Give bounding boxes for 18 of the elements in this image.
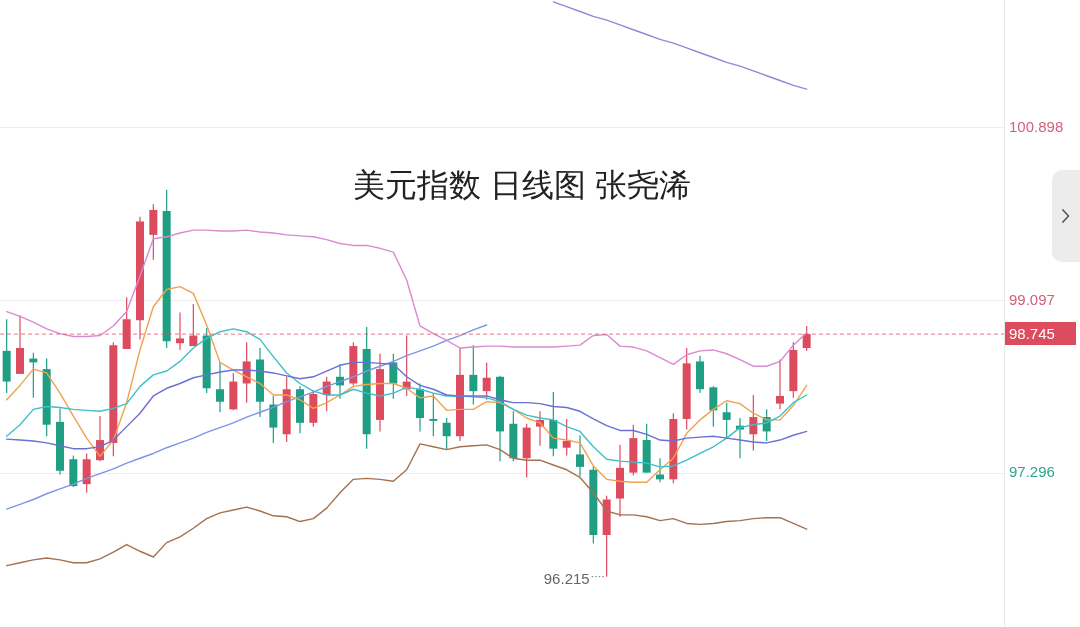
candlestick — [216, 361, 224, 413]
y-tick-label: 99.097 — [1009, 290, 1055, 308]
candlestick — [482, 361, 491, 401]
candlestick — [562, 418, 571, 456]
candlestick — [469, 344, 478, 406]
candlestick — [722, 402, 731, 440]
candlestick — [709, 385, 718, 428]
y-tick-label: 100.898 — [1009, 117, 1064, 135]
ref-line-label: 98.745 — [1009, 325, 1055, 343]
candlestick — [429, 392, 438, 437]
annotation: 96.215 — [543, 569, 590, 587]
candlestick — [576, 434, 584, 478]
candlestick — [269, 395, 278, 444]
y-tick-label: 97.296 — [1009, 463, 1055, 481]
candlestick — [442, 417, 451, 451]
candlestick — [776, 358, 784, 410]
candlestick — [749, 394, 758, 452]
text: 美元指数 日线图 张尧浠 — [353, 166, 691, 203]
